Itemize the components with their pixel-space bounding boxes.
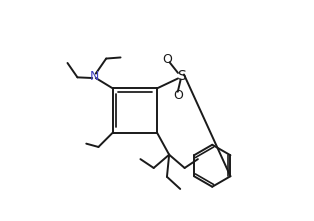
Text: N: N: [89, 70, 99, 83]
Text: O: O: [173, 89, 183, 101]
Text: O: O: [162, 53, 172, 66]
Text: S: S: [177, 69, 186, 83]
